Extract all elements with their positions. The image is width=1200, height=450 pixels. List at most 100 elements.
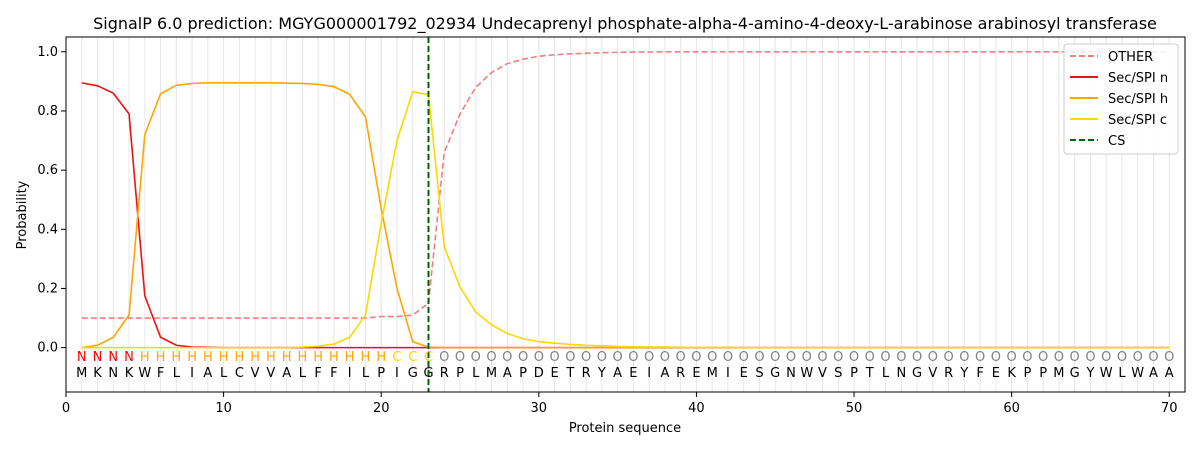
region-label: H xyxy=(234,350,244,365)
region-label: O xyxy=(754,350,764,365)
region-label: O xyxy=(723,350,733,365)
residue-label: L xyxy=(882,366,890,381)
residue-label: M xyxy=(76,366,87,381)
residue-label: P xyxy=(1023,366,1031,381)
region-label: O xyxy=(896,350,906,365)
region-label: N xyxy=(93,350,103,365)
residue-label: T xyxy=(865,366,874,381)
residue-label: A xyxy=(503,366,512,381)
legend-label: CS xyxy=(1108,134,1125,149)
region-label: O xyxy=(1133,350,1143,365)
residue-label: R xyxy=(944,366,953,381)
region-label: H xyxy=(361,350,371,365)
chart-title: SignalP 6.0 prediction: MGYG000001792_02… xyxy=(93,14,1157,34)
region-label: N xyxy=(124,350,134,365)
region-label: O xyxy=(439,350,449,365)
region-label: O xyxy=(471,350,481,365)
residue-label: F xyxy=(314,366,321,381)
region-label: O xyxy=(660,350,670,365)
residue-label: N xyxy=(896,366,906,381)
region-label: C xyxy=(392,350,401,365)
region-label: O xyxy=(1148,350,1158,365)
region-label: O xyxy=(628,350,638,365)
residue-label: F xyxy=(330,366,337,381)
residue-label: K xyxy=(125,366,134,381)
x-axis-label: Protein sequence xyxy=(569,421,681,436)
residue-label: M xyxy=(707,366,718,381)
region-label: N xyxy=(77,350,87,365)
legend-label: Sec/SPI h xyxy=(1108,92,1168,107)
residue-label: W xyxy=(138,366,151,381)
residue-label: L xyxy=(299,366,307,381)
residue-label: E xyxy=(992,366,1000,381)
residue-label: G xyxy=(423,366,433,381)
residue-label: M xyxy=(1053,366,1064,381)
region-label: O xyxy=(739,350,749,365)
x-tick-label: 50 xyxy=(846,401,863,416)
region-label: O xyxy=(928,350,938,365)
legend-box xyxy=(1063,43,1179,155)
residue-label: G xyxy=(408,366,418,381)
x-tick-label: 70 xyxy=(1161,401,1178,416)
residue-label: R xyxy=(582,366,591,381)
residue-label: V xyxy=(266,366,275,381)
y-tick-label: 0.4 xyxy=(37,222,58,237)
residue-label: A xyxy=(660,366,669,381)
residue-label: I xyxy=(348,366,352,381)
residue-label: M xyxy=(486,366,497,381)
legend-label: OTHER xyxy=(1108,50,1153,65)
residue-label: W xyxy=(800,366,813,381)
grid xyxy=(81,37,1170,392)
region-label: O xyxy=(581,350,591,365)
residue-label: P xyxy=(519,366,527,381)
residue-label: I xyxy=(395,366,399,381)
region-label: H xyxy=(313,350,323,365)
residue-label: C xyxy=(235,366,244,381)
region-label: H xyxy=(329,350,339,365)
residue-label: Y xyxy=(1085,366,1094,381)
region-label: O xyxy=(644,350,654,365)
x-tick-label: 10 xyxy=(215,401,232,416)
x-tick-label: 20 xyxy=(373,401,390,416)
residue-label: G xyxy=(1070,366,1080,381)
residue-label: I xyxy=(647,366,651,381)
legend-label: Sec/SPI c xyxy=(1108,113,1167,128)
region-label: O xyxy=(1022,350,1032,365)
y-axis-label: Probability xyxy=(15,180,30,249)
region-label: H xyxy=(187,350,197,365)
legend-label: Sec/SPI n xyxy=(1108,71,1168,86)
region-label: O xyxy=(486,350,496,365)
region-label: O xyxy=(597,350,607,365)
x-tick-label: 60 xyxy=(1003,401,1020,416)
region-label: H xyxy=(345,350,355,365)
residue-label: P xyxy=(850,366,858,381)
residue-label: G xyxy=(770,366,780,381)
residue-label: T xyxy=(565,366,574,381)
region-label: O xyxy=(943,350,953,365)
residue-label: D xyxy=(534,366,544,381)
region-label: O xyxy=(691,350,701,365)
region-label: O xyxy=(1070,350,1080,365)
series-line xyxy=(81,82,1170,349)
region-label: O xyxy=(1054,350,1064,365)
region-label: H xyxy=(250,350,260,365)
residue-label: L xyxy=(1118,366,1126,381)
y-tick-label: 1.0 xyxy=(37,45,58,60)
region-label: H xyxy=(266,350,276,365)
residue-label: S xyxy=(755,366,763,381)
residue-label: L xyxy=(220,366,228,381)
residue-label: E xyxy=(692,366,700,381)
region-label: H xyxy=(140,350,150,365)
residue-label: K xyxy=(93,366,102,381)
residue-label: R xyxy=(676,366,685,381)
axes: 0 10 20 30 40 50 60 70 0.0 0.2 0.4 0.6 0.8 1.0 xyxy=(37,45,1177,416)
residue-label: W xyxy=(1131,366,1144,381)
residue-label: V xyxy=(251,366,260,381)
region-label: O xyxy=(707,350,717,365)
residue-label: A xyxy=(613,366,622,381)
region-label: O xyxy=(802,350,812,365)
series-line xyxy=(81,90,1170,349)
region-label: O xyxy=(975,350,985,365)
y-tick-label: 0.2 xyxy=(37,281,58,296)
x-tick-label: 40 xyxy=(688,401,705,416)
